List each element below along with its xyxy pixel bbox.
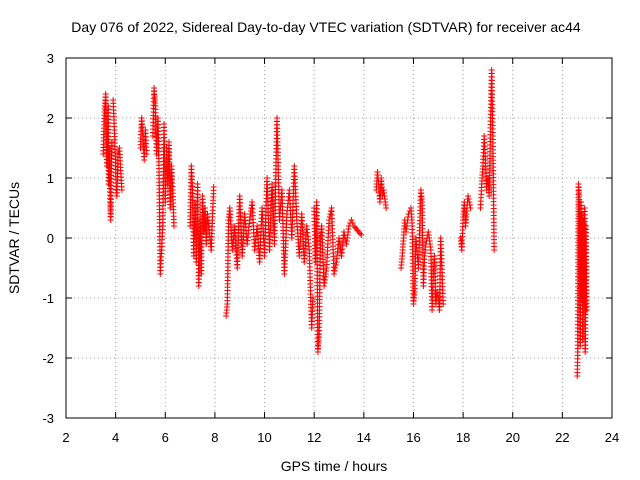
y-tick-label: -3 <box>42 411 54 426</box>
data-point <box>118 187 125 193</box>
x-tick-label: 8 <box>211 430 218 445</box>
data-point <box>467 205 474 211</box>
x-tick-label: 16 <box>406 430 420 445</box>
x-tick-label: 20 <box>505 430 519 445</box>
y-tick-label: -2 <box>42 351 54 366</box>
chart-title: Day 076 of 2022, Sidereal Day-to-day VTE… <box>71 19 581 35</box>
data-point <box>210 184 217 190</box>
data-point <box>332 262 339 268</box>
data-point <box>466 202 473 208</box>
x-tick-label: 6 <box>162 430 169 445</box>
y-tick-labels: -3 -2 -1 0 1 2 3 <box>42 51 54 426</box>
data-point <box>465 196 472 202</box>
data-point <box>583 307 590 313</box>
data-point <box>349 220 356 226</box>
data-point <box>434 289 441 295</box>
x-tick-labels: 2 4 6 8 10 12 14 16 18 20 22 24 <box>62 430 619 445</box>
y-tick-label: 2 <box>47 111 54 126</box>
x-tick-label: 14 <box>357 430 371 445</box>
y-tick-label: -1 <box>42 291 54 306</box>
x-axis-label: GPS time / hours <box>281 458 388 474</box>
x-tick-label: 2 <box>62 430 69 445</box>
data-point <box>491 247 498 253</box>
data-point <box>465 193 472 199</box>
data-point <box>358 232 365 238</box>
data-point <box>331 271 338 277</box>
y-tick-label: 0 <box>47 231 54 246</box>
data-point <box>331 268 338 274</box>
y-tick-label: 3 <box>47 51 54 66</box>
data-point <box>383 205 390 211</box>
x-tick-label: 18 <box>456 430 470 445</box>
axis-ticks <box>65 57 613 419</box>
data-point <box>332 265 339 271</box>
data-point <box>170 223 177 229</box>
y-axis-label: SDTVAR / TECUs <box>6 182 22 294</box>
data-points <box>100 67 590 379</box>
x-tick-label: 12 <box>307 430 321 445</box>
data-point <box>309 295 316 301</box>
data-point <box>440 301 447 307</box>
x-tick-label: 24 <box>605 430 619 445</box>
data-point <box>348 217 355 223</box>
x-tick-label: 4 <box>112 430 119 445</box>
x-tick-label: 10 <box>257 430 271 445</box>
data-point <box>143 151 150 157</box>
data-point <box>466 199 473 205</box>
x-tick-label: 22 <box>555 430 569 445</box>
y-tick-label: 1 <box>47 171 54 186</box>
